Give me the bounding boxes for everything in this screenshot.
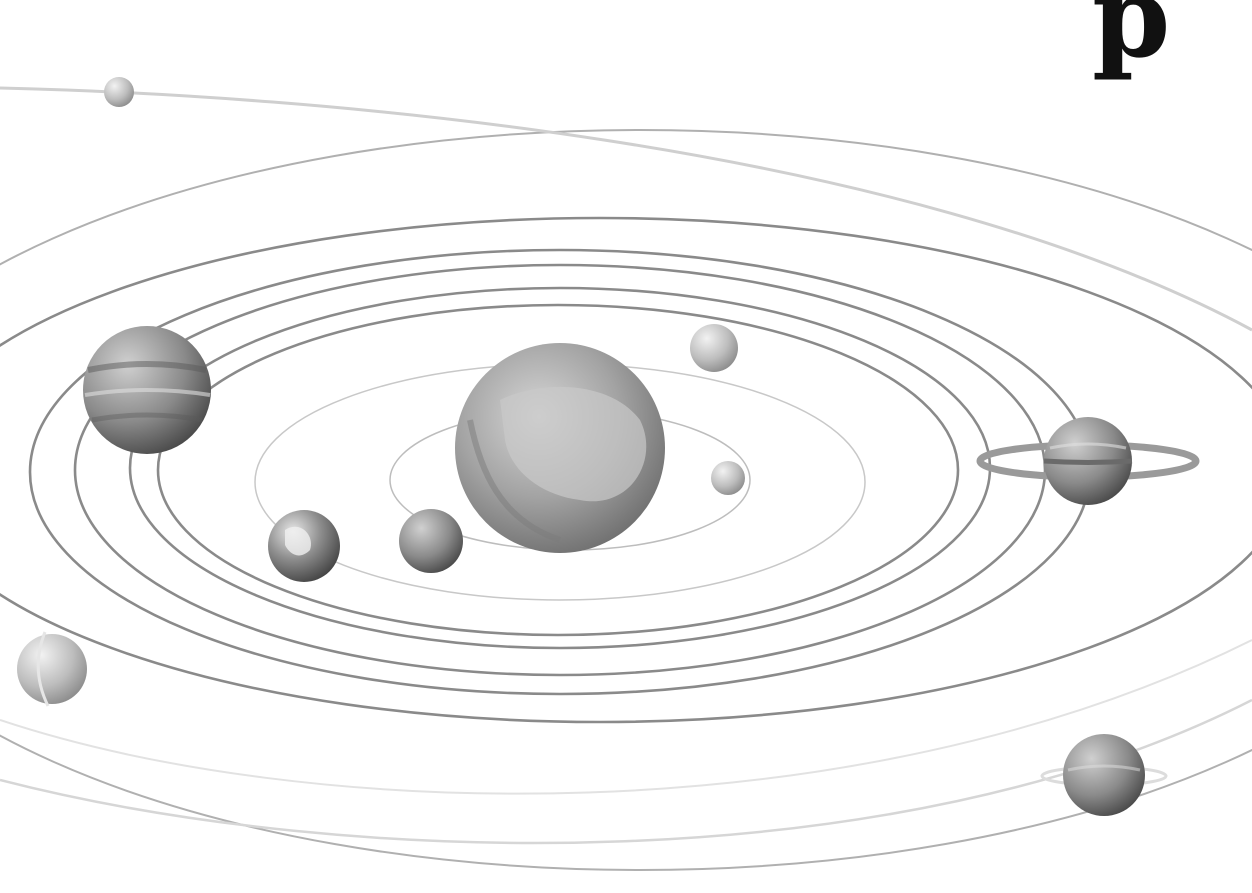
- orbit-faint-band: [0, 639, 1252, 795]
- pluto-icon: [104, 77, 134, 107]
- sun-icon: [455, 343, 665, 553]
- partial-title-glyph: p: [1092, 0, 1171, 83]
- orbit-neptune: [0, 129, 1252, 871]
- orbit-uranus: [0, 216, 1252, 724]
- orbit-earth: [156, 303, 960, 637]
- earth-icon: [268, 510, 340, 582]
- mercury-icon: [711, 461, 745, 495]
- mars-icon: [399, 509, 463, 573]
- jupiter-icon: [83, 326, 211, 454]
- uranus-icon: [17, 631, 87, 707]
- venus-icon: [690, 324, 738, 372]
- orbit-pluto: [0, 86, 1252, 332]
- neptune-icon: [1040, 734, 1168, 816]
- saturn-ringed-icon: [976, 417, 1200, 505]
